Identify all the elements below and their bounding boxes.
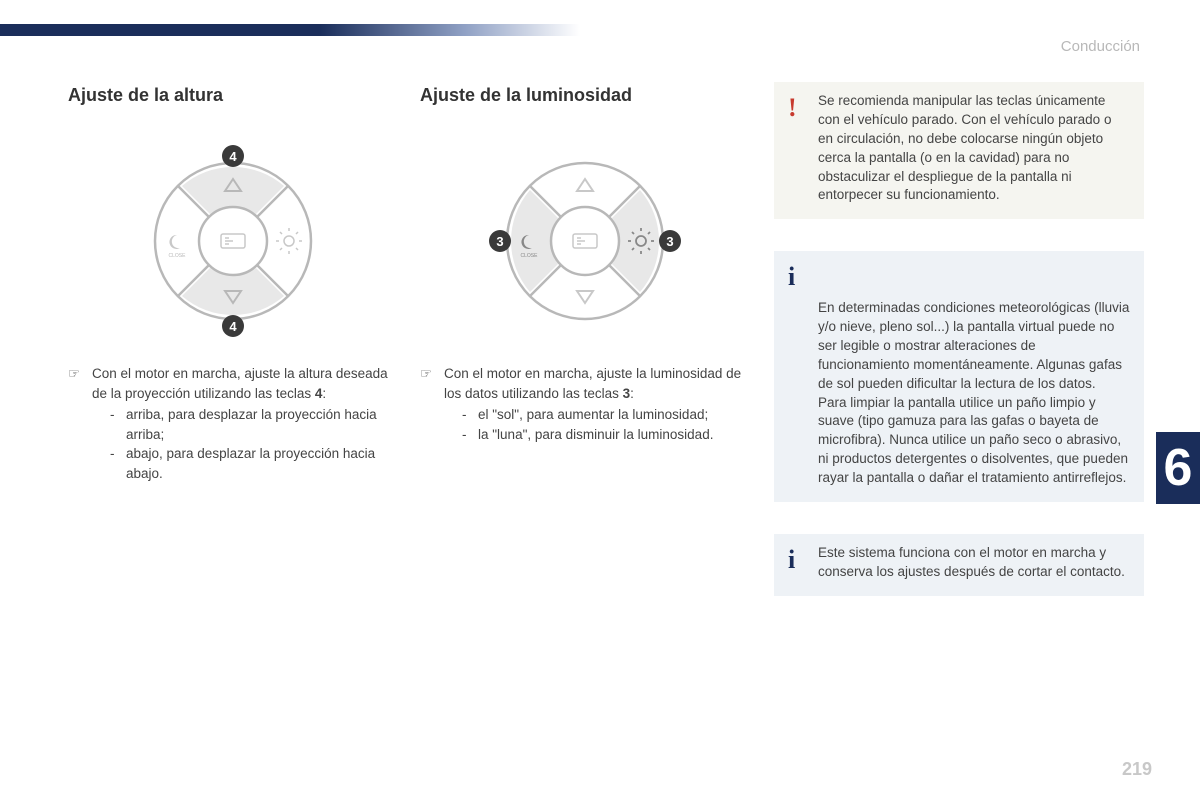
column-notices: ! Se recomienda manipular las teclas úni… [774, 82, 1144, 628]
svg-text:4: 4 [229, 319, 237, 334]
heading-brightness: Ajuste de la luminosidad [420, 85, 750, 106]
warning-box: ! Se recomienda manipular las teclas úni… [774, 82, 1144, 219]
svg-text:4: 4 [229, 149, 237, 164]
heading-height: Ajuste de la altura [68, 85, 398, 106]
instruction-text-height: ☞ Con el motor en marcha, ajuste la altu… [68, 364, 398, 483]
info-box-engine: i Este sistema funciona con el motor en … [774, 534, 1144, 596]
section-label: Conducción [1061, 38, 1140, 55]
column-brightness-adjust: Ajuste de la luminosidad CLOSE [420, 85, 750, 444]
svg-text:CLOSE: CLOSE [521, 253, 539, 259]
header-gradient-bar [0, 24, 580, 36]
exclamation-icon: ! [788, 90, 797, 126]
dial-illustration-height: CLOSE 4 4 [68, 136, 398, 346]
page-number: 219 [1122, 759, 1152, 780]
control-dial-icon: CLOSE 3 3 [485, 151, 685, 331]
info-icon: i [788, 542, 795, 578]
svg-text:3: 3 [496, 234, 503, 249]
instruction-text-brightness: ☞ Con el motor en marcha, ajuste la lumi… [420, 364, 750, 444]
pointer-icon: ☞ [68, 364, 92, 483]
svg-text:3: 3 [666, 234, 673, 249]
control-dial-icon: CLOSE 4 4 [143, 141, 323, 341]
column-height-adjust: Ajuste de la altura CLOSE [68, 85, 398, 483]
info-box-weather: i En determinadas condiciones meteorológ… [774, 251, 1144, 502]
chapter-number: 6 [1156, 432, 1200, 504]
info-icon: i [788, 259, 795, 295]
pointer-icon: ☞ [420, 364, 444, 444]
svg-text:CLOSE: CLOSE [169, 253, 187, 259]
dial-illustration-brightness: CLOSE 3 3 [420, 136, 750, 346]
